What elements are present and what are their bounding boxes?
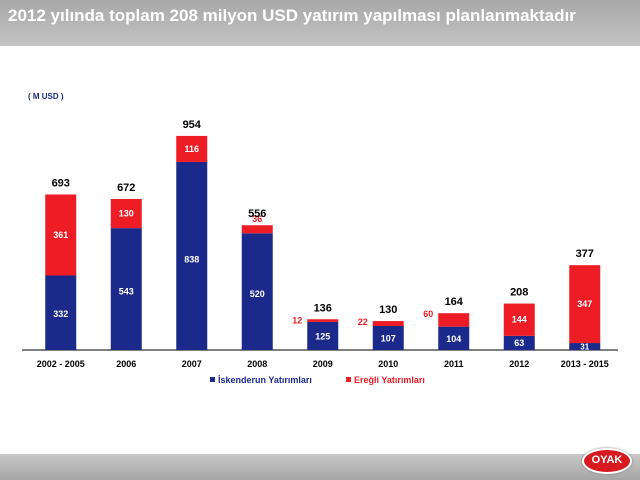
bar-eregli	[372, 321, 404, 326]
bar-eregli	[307, 319, 339, 322]
bar-eregli	[241, 225, 273, 234]
bar-eregli	[438, 313, 470, 327]
bar-iskenderun	[241, 233, 273, 350]
title-bar: 2012 yılında toplam 208 milyon USD yatır…	[0, 0, 640, 46]
x-tick-label: 2006	[116, 359, 136, 369]
footer-bar	[0, 454, 640, 480]
bar-eregli	[45, 194, 77, 276]
x-tick-label: 2002 - 2005	[37, 359, 85, 369]
data-label-iskenderun: 125	[315, 332, 330, 342]
bar-iskenderun	[503, 335, 535, 350]
legend-swatch-eregli	[346, 377, 351, 382]
legend-swatch-iskenderun	[210, 377, 215, 382]
x-tick-label: 2012	[509, 359, 529, 369]
data-label-iskenderun: 520	[250, 289, 265, 299]
data-label-eregli: 22	[358, 317, 368, 327]
bar-iskenderun	[569, 343, 601, 350]
data-label-iskenderun: 104	[446, 334, 461, 344]
data-label-iskenderun: 63	[514, 338, 524, 348]
data-label-iskenderun: 543	[119, 287, 134, 297]
bar-iskenderun	[307, 321, 339, 350]
total-label: 556	[248, 208, 266, 220]
oyak-logo: OYAK	[582, 448, 632, 474]
bar-eregli	[176, 135, 208, 162]
x-tick-label: 2011	[444, 359, 464, 369]
data-label-iskenderun: 332	[53, 309, 68, 319]
bar-eregli	[569, 265, 601, 344]
data-label-eregli: 347	[577, 299, 592, 309]
bar-eregli	[110, 198, 142, 229]
x-tick-label: 2009	[313, 359, 333, 369]
data-label-eregli: 144	[512, 315, 527, 325]
legend-label-eregli: Ereğli Yatırımları	[354, 375, 425, 385]
data-label-eregli: 60	[423, 309, 433, 319]
total-label: 208	[510, 287, 528, 299]
data-label-eregli: 12	[292, 315, 302, 325]
data-label-iskenderun: 31	[580, 343, 589, 352]
bar-iskenderun	[372, 325, 404, 350]
data-label-iskenderun: 107	[381, 333, 396, 343]
data-label-eregli: 361	[53, 230, 68, 240]
bar-iskenderun	[110, 228, 142, 350]
legend-label-iskenderun: İskenderun Yatırımları	[218, 375, 312, 385]
total-label: 164	[445, 296, 464, 308]
unit-label: ( M USD )	[28, 92, 64, 101]
total-label: 954	[183, 119, 202, 131]
x-tick-label: 2013 - 2015	[561, 359, 609, 369]
x-tick-label: 2007	[182, 359, 202, 369]
logo-text: OYAK	[591, 454, 623, 466]
stacked-bar-chart: 332 361 693 2002 - 2005 543 130 672 2006 838 116 9…	[22, 119, 618, 385]
data-label-eregli: 36	[252, 214, 262, 224]
total-label: 377	[576, 248, 594, 260]
data-label-eregli: 116	[184, 144, 199, 154]
bar-eregli	[503, 303, 535, 336]
bar-iskenderun	[438, 326, 470, 350]
bar-iskenderun	[176, 161, 208, 350]
total-label: 672	[117, 182, 135, 194]
total-label: 693	[52, 177, 70, 189]
data-label-eregli: 130	[119, 209, 134, 219]
bar-iskenderun	[45, 275, 77, 350]
x-tick-label: 2010	[378, 359, 398, 369]
page-title: 2012 yılında toplam 208 milyon USD yatır…	[8, 6, 576, 25]
x-tick-label: 2008	[247, 359, 267, 369]
total-label: 130	[379, 304, 397, 316]
data-label-iskenderun: 838	[184, 255, 199, 265]
total-label: 136	[314, 302, 332, 314]
